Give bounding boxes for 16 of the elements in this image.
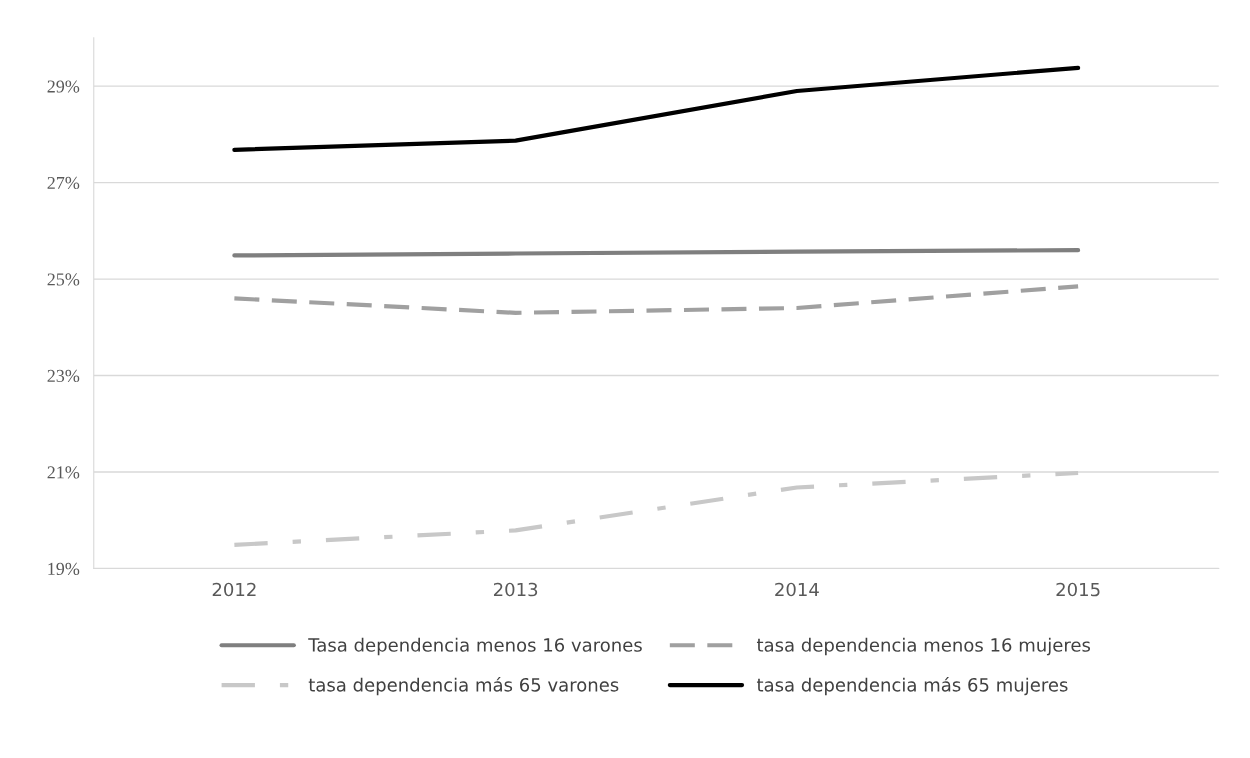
- y-tick-label: 25%: [47, 273, 80, 286]
- legend-label: tasa dependencia más 65 mujeres: [756, 676, 1068, 696]
- x-tick-label: 2013: [493, 582, 538, 597]
- legend-label: tasa dependencia más 65 varones: [308, 676, 619, 696]
- x-tick-label: 2014: [775, 582, 819, 597]
- y-tick-label: 21%: [47, 466, 80, 479]
- line-series: [232, 65, 1081, 152]
- x-tick-label: 2012: [212, 582, 256, 597]
- legend-label: tasa dependencia menos 16 mujeres: [756, 637, 1091, 656]
- y-tick-label: 19%: [48, 562, 80, 575]
- legend-label: Tasa dependencia menos 16 varones: [308, 637, 642, 656]
- x-tick-label: 2015: [1056, 582, 1100, 597]
- y-tick-label: 23%: [47, 369, 80, 383]
- y-tick-label: 29%: [47, 80, 80, 93]
- y-tick-label: 27%: [47, 176, 80, 190]
- line-series: [232, 284, 1081, 315]
